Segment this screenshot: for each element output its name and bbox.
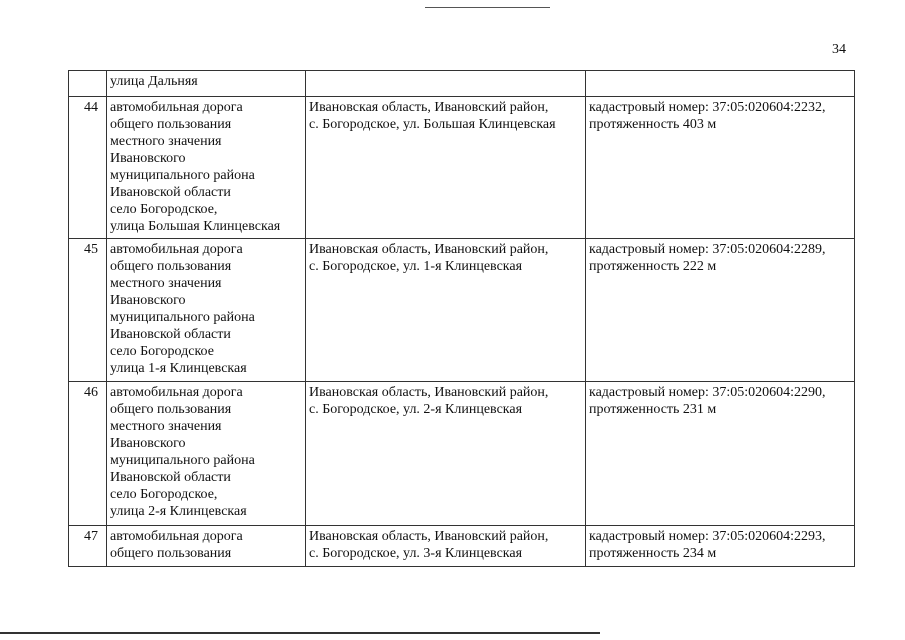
road-name: автомобильная дорога общего пользования … xyxy=(106,96,306,239)
top-rule xyxy=(425,7,550,8)
road-name: автомобильная дорога общего пользования … xyxy=(106,238,306,382)
row-number: 47 xyxy=(68,525,107,567)
roads-table: улица Дальняя 44 автомобильная дорога обще… xyxy=(68,70,855,567)
row-number: 46 xyxy=(68,381,107,526)
cadastral-info: кадастровый номер: 37:05:020604:2232, пр… xyxy=(585,96,855,239)
road-address: Ивановская область, Ивановский район, с.… xyxy=(305,525,586,567)
road-name: автомобильная дорога общего пользования xyxy=(106,525,306,567)
road-address: Ивановская область, Ивановский район, с.… xyxy=(305,381,586,526)
table-row: 47 автомобильная дорога общего пользовани… xyxy=(68,525,855,567)
cadastral-info: кадастровый номер: 37:05:020604:2290, пр… xyxy=(585,381,855,526)
road-address xyxy=(305,70,586,97)
cadastral-info: кадастровый номер: 37:05:020604:2289, пр… xyxy=(585,238,855,382)
road-name: улица Дальняя xyxy=(106,70,306,97)
road-address: Ивановская область, Ивановский район, с.… xyxy=(305,96,586,239)
cadastral-info: кадастровый номер: 37:05:020604:2293, пр… xyxy=(585,525,855,567)
row-number: 44 xyxy=(68,96,107,239)
table-row: 46 автомобильная дорога общего пользовани… xyxy=(68,381,855,526)
table-row: 44 автомобильная дорога общего пользовани… xyxy=(68,96,855,239)
cadastral-info xyxy=(585,70,855,97)
road-name: автомобильная дорога общего пользования … xyxy=(106,381,306,526)
page-number: 34 xyxy=(832,42,846,57)
table-row: 45 автомобильная дорога общего пользовани… xyxy=(68,238,855,382)
row-number: 45 xyxy=(68,238,107,382)
road-address: Ивановская область, Ивановский район, с.… xyxy=(305,238,586,382)
row-number xyxy=(68,70,107,97)
table-row: улица Дальняя xyxy=(68,70,855,97)
bottom-rule xyxy=(0,632,600,634)
